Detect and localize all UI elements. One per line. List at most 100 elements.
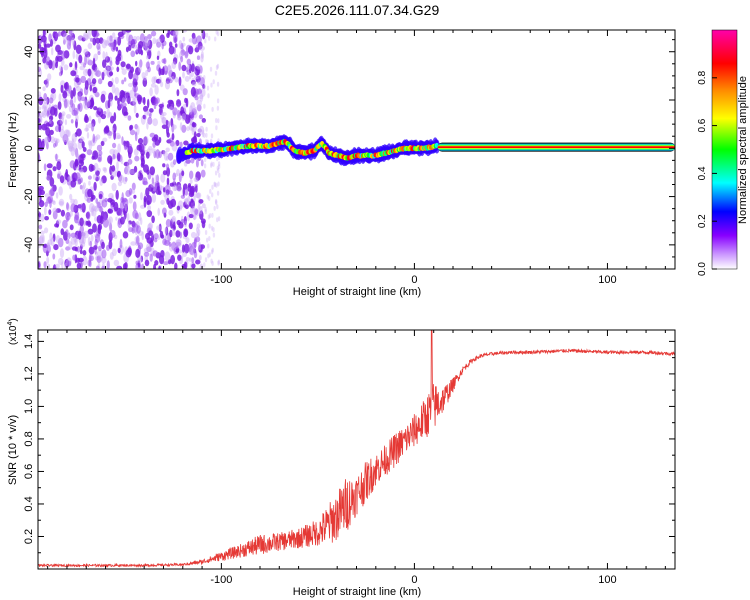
- noise-blob: [42, 102, 48, 110]
- noise-blob: [98, 193, 103, 200]
- noise-blob: [157, 235, 160, 241]
- noise-blob: [97, 154, 103, 163]
- noise-blob: [166, 132, 170, 138]
- noise-blob: [130, 101, 136, 106]
- noise-blob: [38, 236, 44, 245]
- noise-blob: [188, 63, 192, 74]
- noise-blob: [174, 185, 178, 191]
- noise-blob: [158, 223, 162, 233]
- noise-blob: [191, 127, 195, 135]
- noise-blob: [208, 223, 211, 229]
- noise-blob: [199, 94, 204, 100]
- noise-blob: [108, 131, 112, 139]
- noise-blob: [70, 98, 74, 108]
- noise-blob: [81, 37, 86, 42]
- noise-blob: [69, 160, 76, 169]
- snr-scale-exponent: 4: [7, 322, 14, 326]
- noise-blob: [82, 68, 89, 77]
- noise-blob: [147, 49, 152, 60]
- noise-blob: [189, 178, 193, 184]
- noise-blob: [186, 58, 191, 66]
- noise-blob: [161, 124, 168, 129]
- noise-blob: [197, 228, 201, 237]
- noise-blob: [56, 161, 62, 171]
- noise-blob: [175, 248, 180, 253]
- noise-blob: [200, 159, 204, 167]
- noise-blob: [87, 58, 92, 65]
- noise-blob: [175, 241, 181, 247]
- noise-blob: [86, 132, 90, 139]
- noise-blob: [193, 250, 198, 259]
- noise-blob: [193, 195, 196, 202]
- noise-blob: [162, 66, 165, 76]
- noise-blob: [185, 237, 190, 244]
- noise-blob: [210, 258, 213, 264]
- noise-blob: [204, 157, 207, 163]
- noise-blob: [216, 165, 219, 171]
- noise-blob: [212, 161, 215, 167]
- noise-blob: [95, 134, 101, 140]
- noise-blob: [149, 108, 154, 113]
- noise-blob: [55, 44, 61, 53]
- y-tick-label: 0.2: [23, 529, 35, 544]
- noise-blob: [58, 124, 61, 133]
- noise-blob: [38, 185, 44, 191]
- noise-blob: [146, 246, 152, 253]
- noise-blob: [44, 106, 48, 113]
- noise-blob: [113, 259, 120, 267]
- snr-scale-label: (x104): [7, 318, 19, 345]
- noise-blob: [166, 177, 170, 186]
- colorbar-tick-label: 0.0: [697, 262, 708, 276]
- noise-blob: [179, 84, 185, 91]
- noise-blob: [97, 51, 101, 56]
- noise-blob: [38, 96, 44, 106]
- noise-blob: [92, 37, 97, 46]
- noise-blob: [70, 70, 77, 77]
- noise-blob: [174, 43, 178, 48]
- noise-blob: [170, 219, 174, 229]
- noise-blob: [85, 99, 91, 108]
- noise-blob: [115, 189, 119, 200]
- noise-blob: [116, 265, 123, 269]
- noise-blob: [122, 176, 128, 185]
- noise-blob: [130, 241, 137, 246]
- noise-blob: [71, 37, 75, 46]
- noise-blob: [91, 119, 96, 127]
- y-tick-label: 0.4: [23, 496, 35, 511]
- noise-blob: [108, 239, 113, 250]
- noise-blob: [77, 140, 84, 150]
- noise-blob: [181, 244, 185, 253]
- noise-blob: [216, 217, 219, 223]
- noise-blob: [151, 215, 155, 224]
- noise-blob: [53, 137, 58, 143]
- noise-blob: [134, 131, 138, 142]
- noise-blob: [217, 161, 221, 167]
- noise-blob: [42, 234, 45, 244]
- noise-blob: [206, 194, 209, 200]
- noise-blob: [57, 173, 61, 179]
- noise-blob: [79, 88, 83, 94]
- y-tick-label: 20: [23, 94, 35, 106]
- noise-blob: [150, 60, 155, 65]
- noise-blob: [215, 200, 218, 206]
- spectrogram-x-label: Height of straight line (km): [293, 286, 421, 298]
- noise-blob: [164, 251, 171, 262]
- noise-blob: [98, 150, 103, 157]
- noise-blob: [95, 198, 98, 204]
- noise-blob: [58, 112, 63, 120]
- noise-blob: [157, 60, 161, 65]
- noise-blob: [47, 195, 54, 204]
- noise-blob: [178, 172, 182, 183]
- noise-blob: [46, 110, 50, 117]
- noise-blob: [100, 256, 107, 264]
- noise-blob: [196, 64, 202, 70]
- noise-blob: [216, 31, 220, 37]
- noise-blob: [184, 188, 189, 196]
- noise-blob: [105, 65, 112, 71]
- noise-blob: [183, 216, 187, 226]
- noise-blob: [103, 167, 107, 173]
- noise-blob: [88, 246, 95, 255]
- noise-blob: [174, 76, 179, 83]
- noise-blob: [102, 137, 108, 142]
- noise-blob: [194, 208, 199, 216]
